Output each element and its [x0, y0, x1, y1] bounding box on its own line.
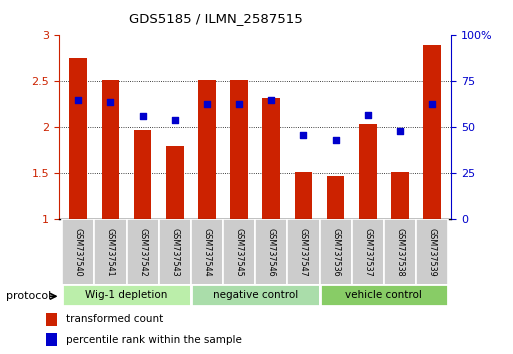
Bar: [127, 219, 159, 285]
Bar: [102, 80, 120, 219]
Bar: [191, 219, 223, 285]
Bar: [94, 219, 127, 285]
Text: percentile rank within the sample: percentile rank within the sample: [66, 335, 242, 345]
Text: GSM737544: GSM737544: [203, 228, 211, 276]
Bar: [391, 172, 409, 219]
Text: GDS5185 / ILMN_2587515: GDS5185 / ILMN_2587515: [129, 12, 302, 25]
Text: GSM737536: GSM737536: [331, 228, 340, 276]
Text: GSM737537: GSM737537: [363, 228, 372, 276]
Point: [396, 128, 404, 134]
Bar: [255, 219, 287, 285]
Bar: [263, 98, 280, 219]
Text: vehicle control: vehicle control: [345, 290, 422, 300]
Bar: [46, 333, 57, 346]
Text: GSM737542: GSM737542: [138, 228, 147, 276]
Bar: [287, 219, 320, 285]
Bar: [423, 45, 441, 219]
Bar: [294, 172, 312, 219]
Text: GSM737547: GSM737547: [299, 228, 308, 276]
Point: [300, 132, 308, 138]
Text: GSM737540: GSM737540: [74, 228, 83, 276]
Text: Wig-1 depletion: Wig-1 depletion: [85, 290, 168, 300]
Bar: [327, 176, 345, 219]
Bar: [62, 219, 94, 285]
Bar: [69, 58, 87, 219]
Text: GSM737539: GSM737539: [428, 228, 437, 276]
Bar: [134, 130, 151, 219]
Bar: [198, 80, 216, 219]
Bar: [159, 219, 191, 285]
Point: [171, 117, 179, 123]
Point: [106, 99, 114, 104]
Bar: [416, 219, 448, 285]
Bar: [320, 219, 352, 285]
Bar: [384, 219, 416, 285]
Point: [235, 101, 243, 106]
Point: [331, 137, 340, 143]
Bar: [352, 219, 384, 285]
Text: transformed count: transformed count: [66, 314, 163, 325]
Text: GSM737543: GSM737543: [170, 228, 180, 276]
Text: GSM737541: GSM737541: [106, 228, 115, 276]
Point: [74, 97, 83, 103]
Bar: [46, 313, 57, 326]
Text: GSM737546: GSM737546: [267, 228, 276, 276]
Text: negative control: negative control: [212, 290, 298, 300]
Text: GSM737545: GSM737545: [234, 228, 244, 276]
Bar: [166, 146, 184, 219]
Bar: [62, 284, 191, 306]
Point: [267, 97, 275, 103]
Bar: [230, 80, 248, 219]
Point: [428, 101, 436, 106]
Point: [203, 101, 211, 106]
Bar: [320, 284, 448, 306]
Bar: [191, 284, 320, 306]
Text: GSM737538: GSM737538: [396, 228, 404, 276]
Bar: [223, 219, 255, 285]
Text: protocol: protocol: [6, 291, 51, 301]
Point: [364, 112, 372, 118]
Point: [139, 114, 147, 119]
Bar: [359, 124, 377, 219]
